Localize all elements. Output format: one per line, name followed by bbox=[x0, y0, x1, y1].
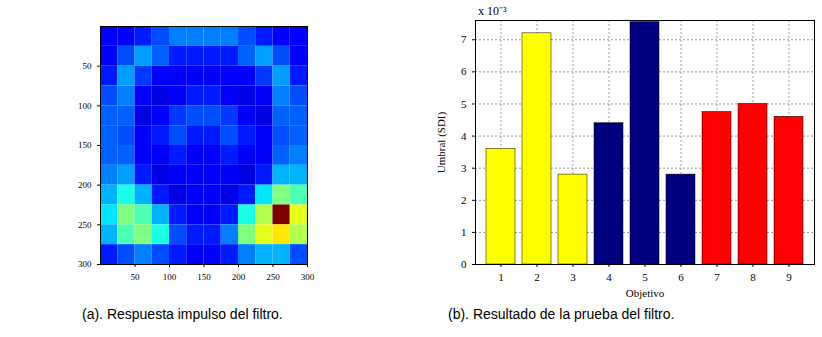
svg-text:150: 150 bbox=[78, 140, 92, 150]
svg-text:250: 250 bbox=[78, 220, 92, 230]
svg-text:100: 100 bbox=[78, 101, 92, 111]
svg-text:0: 0 bbox=[461, 258, 467, 270]
svg-text:1: 1 bbox=[498, 271, 504, 283]
svg-text:50: 50 bbox=[83, 61, 93, 71]
svg-text:4: 4 bbox=[606, 271, 612, 283]
svg-text:50: 50 bbox=[131, 272, 141, 282]
html-text:(b). Resultado de la prueba de: (b). Resultado de la prueba del filtro. bbox=[448, 306, 675, 322]
svg-text:300: 300 bbox=[78, 259, 92, 269]
svg-text:3: 3 bbox=[461, 162, 467, 174]
html-text:(a). Respuesta impulso del fil: (a). Respuesta impulso del filtro. bbox=[82, 306, 283, 322]
svg-text:150: 150 bbox=[197, 272, 211, 282]
html-text:x 10⁻³: x 10⁻³ bbox=[478, 4, 507, 18]
svg-text:1: 1 bbox=[461, 226, 467, 238]
svg-text:300: 300 bbox=[301, 272, 315, 282]
svg-text:9: 9 bbox=[786, 271, 792, 283]
svg-text:100: 100 bbox=[163, 272, 177, 282]
svg-text:200: 200 bbox=[232, 272, 246, 282]
svg-text:Umbral (SDI): Umbral (SDI) bbox=[435, 111, 448, 173]
svg-text:7: 7 bbox=[461, 33, 467, 45]
svg-text:Objetivo: Objetivo bbox=[626, 287, 665, 299]
svg-text:3: 3 bbox=[570, 271, 576, 283]
svg-text:7: 7 bbox=[714, 271, 720, 283]
svg-text:200: 200 bbox=[78, 180, 92, 190]
svg-text:5: 5 bbox=[642, 271, 648, 283]
svg-text:6: 6 bbox=[461, 65, 467, 77]
svg-text:8: 8 bbox=[750, 271, 756, 283]
svg-text:5: 5 bbox=[461, 97, 467, 109]
svg-text:4: 4 bbox=[461, 130, 467, 142]
svg-text:2: 2 bbox=[534, 271, 540, 283]
svg-text:2: 2 bbox=[461, 194, 467, 206]
svg-text:250: 250 bbox=[266, 272, 280, 282]
svg-text:6: 6 bbox=[678, 271, 684, 283]
